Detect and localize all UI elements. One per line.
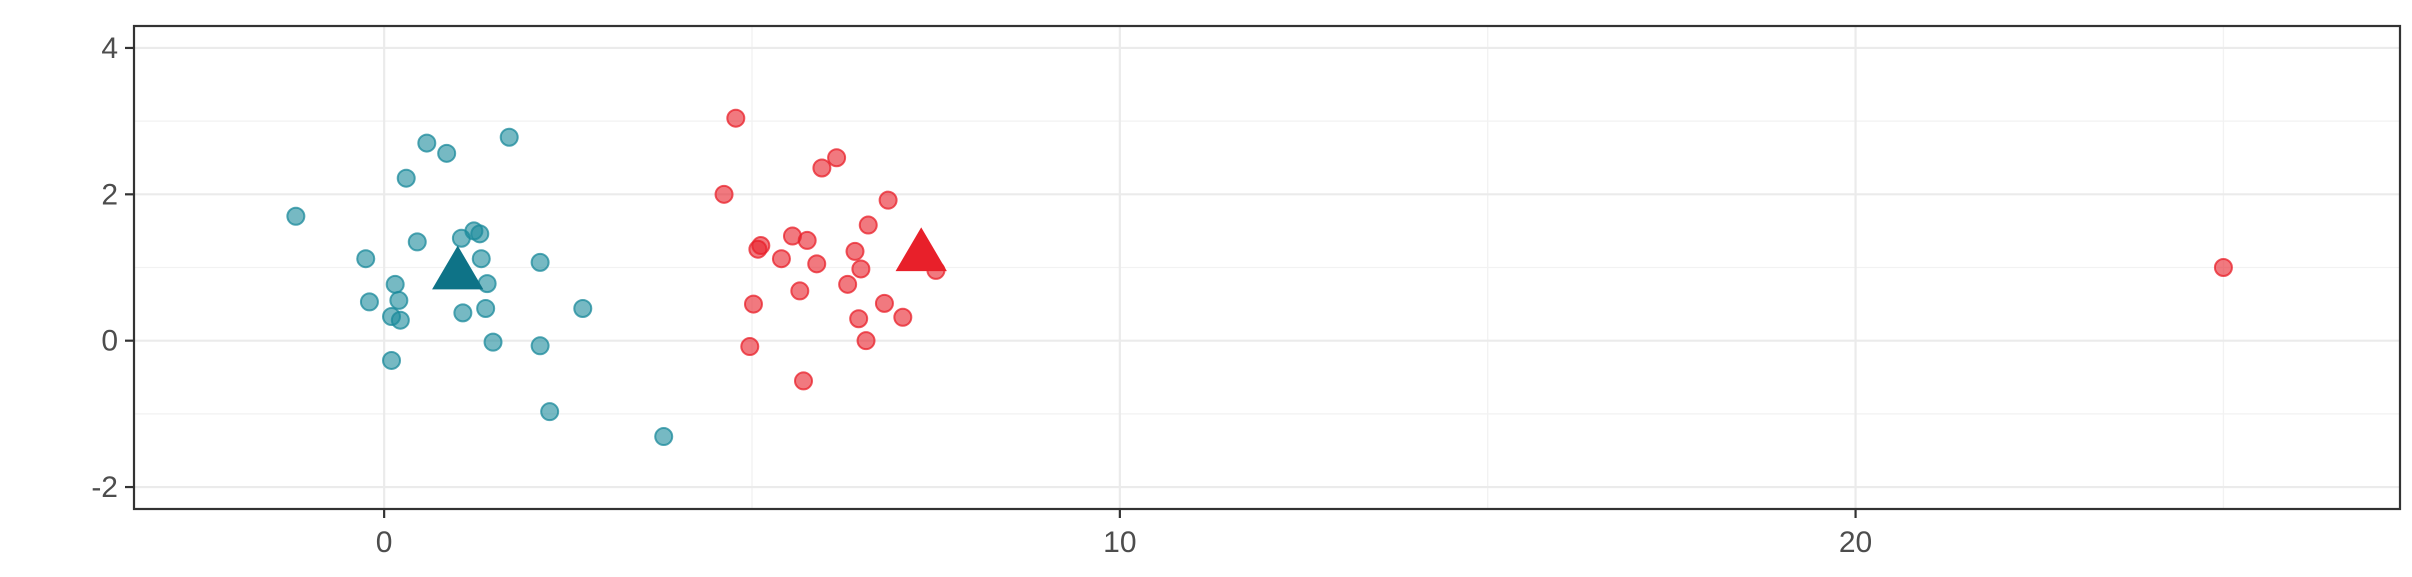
- scatter-point-series-1: [540, 402, 560, 422]
- x-tick-label: 10: [1103, 526, 1136, 559]
- x-tick-label: 0: [376, 526, 393, 559]
- y-tick-label: 2: [101, 178, 118, 211]
- scatter-point-series-2: [771, 249, 791, 269]
- y-tick-label: 0: [101, 325, 118, 358]
- scatter-point-series-1: [530, 252, 550, 272]
- scatter-point-series-2: [740, 337, 760, 357]
- scatter-point-series-2: [893, 307, 913, 327]
- scatter-point-series-1: [471, 249, 491, 269]
- scatter-point-series-1: [437, 143, 457, 163]
- scatter-point-series-1: [382, 350, 401, 370]
- scatter-point-series-1: [476, 298, 496, 318]
- scatter-point-series-2: [807, 254, 827, 274]
- scatter-point-series-2: [878, 190, 898, 210]
- scatter-point-series-1: [396, 168, 416, 188]
- axes: 0 10 20 -2 0 2 4: [91, 24, 2402, 559]
- y-tick-label: 4: [101, 32, 118, 65]
- scatter-point-series-1: [407, 232, 427, 252]
- scatter-point-series-2: [858, 215, 878, 235]
- data-points: [286, 108, 2233, 447]
- grid-lines: [134, 26, 2400, 509]
- scatter-point-series-1: [483, 332, 503, 352]
- centroid-triangle-marker: [895, 227, 947, 272]
- scatter-point-series-1: [359, 292, 379, 312]
- scatter-point-series-1: [654, 427, 674, 447]
- scatter-point-series-1: [453, 303, 473, 323]
- plot-panel-border: [132, 24, 2402, 511]
- scatter-point-series-2: [794, 371, 813, 391]
- scatter-point-series-2: [856, 331, 876, 351]
- scatter-point-series-1: [499, 127, 519, 147]
- scatter-point-series-1: [470, 224, 490, 244]
- scatter-point-series-1: [286, 206, 306, 226]
- scatter-point-series-2: [838, 274, 858, 294]
- scatter-point-series-1: [417, 133, 437, 153]
- scatter-point-series-1: [390, 310, 410, 330]
- scatter-point-series-2: [827, 148, 847, 168]
- scatter-point-series-2: [812, 158, 832, 178]
- scatter-point-series-2: [726, 108, 746, 128]
- scatter-point-series-1: [477, 274, 497, 294]
- scatter-point-series-1: [573, 298, 593, 318]
- scatter-point-series-2: [743, 294, 763, 314]
- scatter-point-series-1: [385, 274, 405, 294]
- scatter-point-series-1: [389, 290, 409, 310]
- y-tick-label: -2: [91, 471, 118, 504]
- scatter-point-series-2: [849, 309, 869, 329]
- scatter-point-series-2: [714, 184, 734, 204]
- x-tick-label: 20: [1839, 526, 1872, 559]
- scatter-point-series-2: [790, 281, 810, 301]
- scatter-point-series-2: [845, 241, 865, 261]
- scatter-point-series-2: [851, 259, 871, 279]
- scatter-point-series-1: [356, 249, 376, 269]
- scatter-point-series-1: [530, 336, 550, 356]
- scatter-point-series-2: [874, 293, 894, 313]
- scatter-point-series-2: [797, 230, 817, 250]
- scatter-point-series-2: [2213, 258, 2233, 277]
- scatter-point-series-2: [751, 236, 771, 256]
- centroid-triangle-marker: [432, 245, 484, 290]
